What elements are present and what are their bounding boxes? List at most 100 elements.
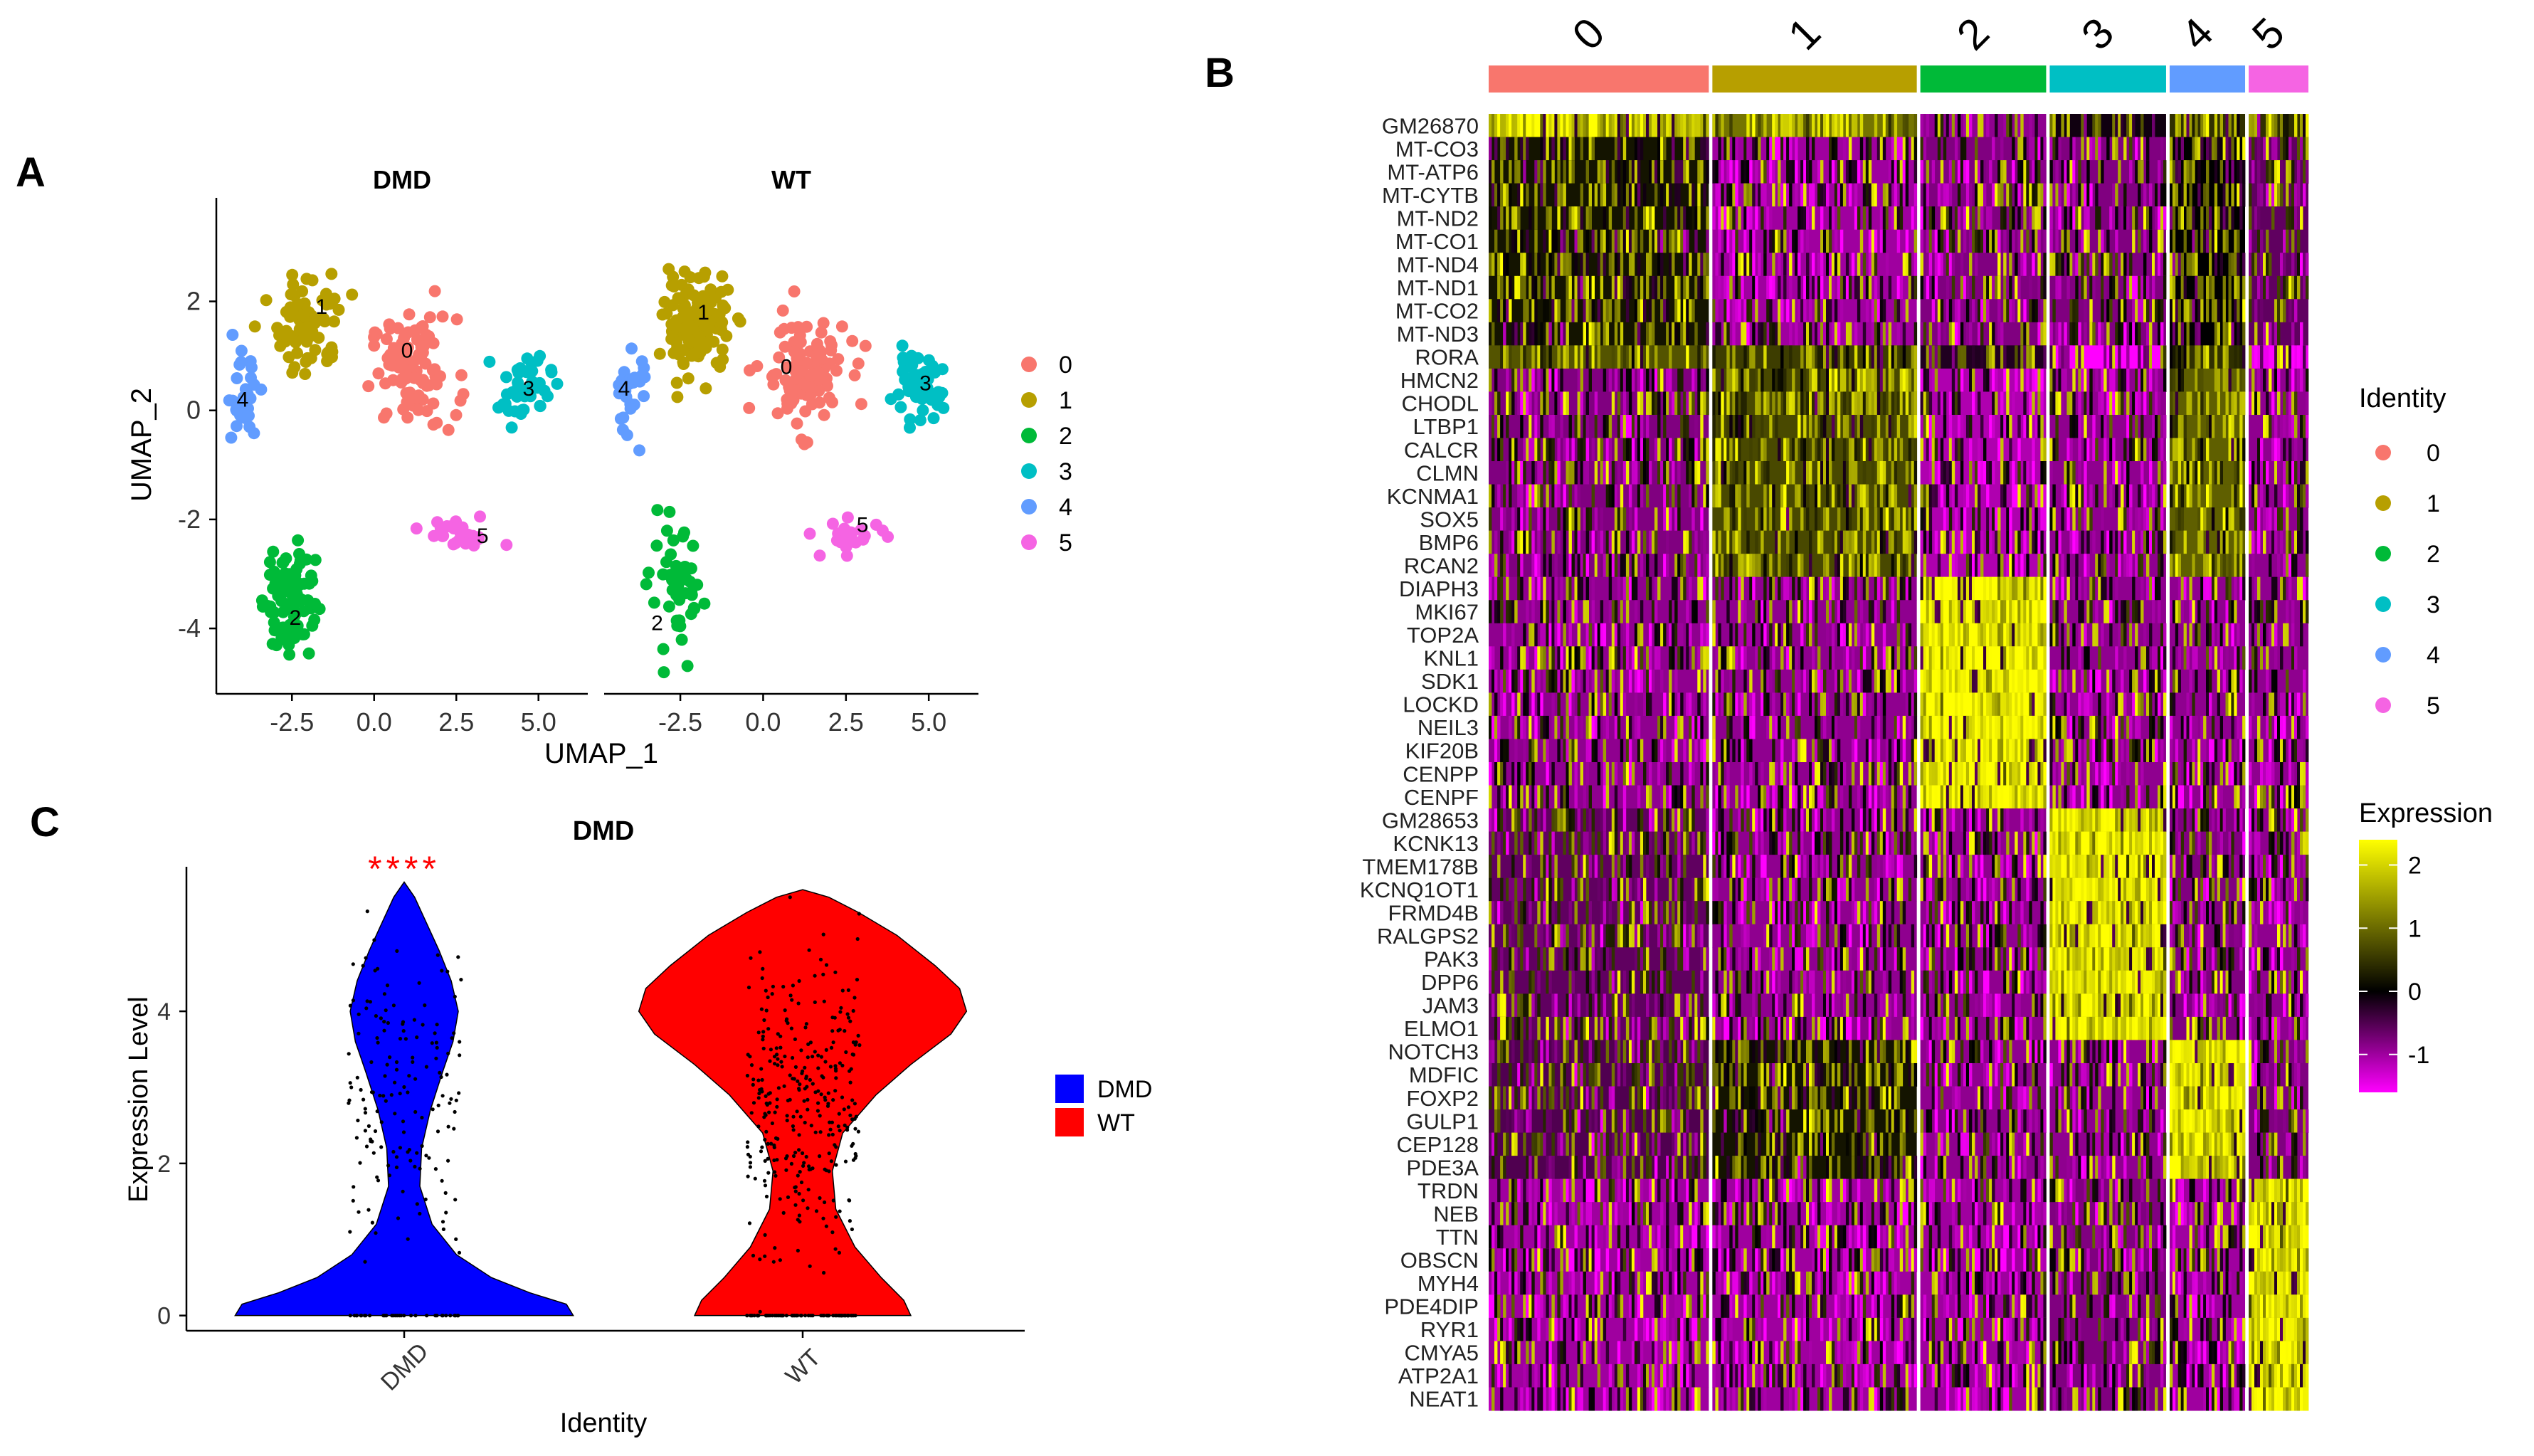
heatmap-cell	[1640, 1063, 1644, 1087]
heatmap-cell	[1654, 1294, 1658, 1319]
heatmap-cell	[1815, 623, 1818, 647]
heatmap-cell	[1637, 1178, 1641, 1203]
heatmap-cell	[1652, 368, 1655, 392]
umap-point	[320, 298, 333, 311]
heatmap-cell	[1520, 415, 1524, 438]
heatmap-cell	[1703, 1016, 1706, 1040]
heatmap-cell	[1663, 947, 1667, 971]
heatmap-cell	[1585, 715, 1589, 739]
heatmap-cell	[1577, 1363, 1580, 1388]
heatmap-cell	[1854, 438, 1858, 462]
heatmap-cell	[1540, 322, 1543, 346]
heatmap-cell	[1760, 530, 1764, 554]
heatmap-cell	[1548, 1063, 1552, 1087]
heatmap-cell	[1882, 137, 1886, 161]
heatmap-cell	[1732, 183, 1736, 207]
heatmap-cell	[1634, 183, 1638, 207]
heatmap-cell	[1585, 855, 1589, 879]
heatmap-cell	[1879, 507, 1884, 532]
heatmap-cell	[1691, 438, 1695, 462]
heatmap-cell	[1691, 461, 1695, 485]
heatmap-cell	[1631, 1156, 1635, 1180]
heatmap-cell	[1500, 762, 1504, 786]
heatmap-cell	[1643, 183, 1647, 207]
heatmap-cell	[1694, 530, 1698, 554]
heatmap-cell	[1899, 345, 1904, 369]
heatmap-cell	[1625, 530, 1630, 554]
heatmap-cell	[1888, 855, 1892, 879]
heatmap-cell	[1680, 924, 1684, 948]
heatmap-cell	[1591, 345, 1595, 369]
heatmap-cell	[1614, 322, 1618, 346]
heatmap-cell	[1806, 229, 1810, 253]
heatmap-cell	[1913, 253, 1918, 277]
heatmap-cell	[1637, 1063, 1641, 1087]
heatmap-cell	[1726, 345, 1730, 369]
heatmap-cell	[1752, 623, 1756, 647]
heatmap-cell	[1743, 785, 1747, 809]
heatmap-cell	[1874, 808, 1878, 833]
heatmap-cell	[1583, 1341, 1586, 1365]
heatmap-cell	[1723, 137, 1727, 161]
heatmap-cell	[1905, 160, 1909, 184]
heatmap-cell	[1546, 924, 1549, 948]
heatmap-cell	[1691, 901, 1695, 925]
heatmap-cell	[1689, 692, 1692, 717]
heatmap-cell	[1703, 669, 1706, 693]
heatmap-cell	[1723, 646, 1727, 670]
heatmap-cell	[1594, 692, 1598, 717]
heatmap-cell	[1815, 576, 1818, 601]
heatmap-cell	[1741, 785, 1744, 809]
heatmap-cell	[1620, 831, 1624, 855]
heatmap-cell	[1769, 947, 1773, 971]
heatmap-cell	[1741, 415, 1744, 438]
heatmap-cell	[1826, 507, 1830, 532]
heatmap-cell	[1735, 229, 1738, 253]
heatmap-cell	[1514, 206, 1518, 231]
heatmap-cell	[1523, 808, 1526, 833]
heatmap-cell	[1511, 855, 1515, 879]
heatmap-cell	[1786, 623, 1790, 647]
heatmap-cell	[1865, 576, 1869, 601]
heatmap-cell	[1721, 368, 1724, 392]
umap-point	[379, 377, 391, 390]
heatmap-cell	[1854, 206, 1858, 231]
heatmap-cell	[1571, 1086, 1575, 1110]
heatmap-cell	[1622, 229, 1627, 253]
heatmap-cell	[1594, 1040, 1598, 1064]
heatmap-cell	[1568, 1156, 1572, 1180]
heatmap-cell	[1511, 229, 1515, 253]
heatmap-cell	[1654, 1387, 1658, 1411]
heatmap-cell	[1520, 368, 1524, 392]
umap-point	[852, 357, 865, 370]
heatmap-cell	[1614, 762, 1618, 786]
heatmap-cell	[1585, 253, 1589, 277]
heatmap-cell	[1537, 993, 1541, 1018]
heatmap-cell	[1868, 669, 1872, 693]
heatmap-cell	[1738, 206, 1741, 231]
heatmap-cell	[1775, 623, 1778, 647]
heatmap-cell	[1494, 183, 1498, 207]
heatmap-cell	[1568, 275, 1572, 300]
heatmap-cell	[1625, 646, 1630, 670]
heatmap-cell	[1703, 762, 1706, 786]
heatmap-cell	[1888, 275, 1892, 300]
heatmap-cell	[1823, 808, 1827, 833]
heatmap-cell	[1888, 669, 1892, 693]
heatmap-cell	[1497, 715, 1501, 739]
heatmap-cell	[1775, 901, 1778, 925]
heatmap-cell	[1551, 275, 1555, 300]
heatmap-cell	[1608, 877, 1612, 902]
heatmap-cell	[1712, 692, 1716, 717]
heatmap-cell	[1775, 715, 1778, 739]
heatmap-cell	[1540, 1040, 1543, 1064]
heatmap-cell	[1585, 461, 1589, 485]
umap-point	[795, 365, 808, 378]
heatmap-cell	[1608, 1016, 1612, 1040]
heatmap-cell	[1700, 877, 1704, 902]
heatmap-cell	[1494, 669, 1498, 693]
heatmap-cell	[1622, 808, 1627, 833]
heatmap-cell	[1672, 1178, 1675, 1203]
heatmap-cell	[1529, 970, 1532, 994]
heatmap-cell	[1571, 1248, 1575, 1272]
